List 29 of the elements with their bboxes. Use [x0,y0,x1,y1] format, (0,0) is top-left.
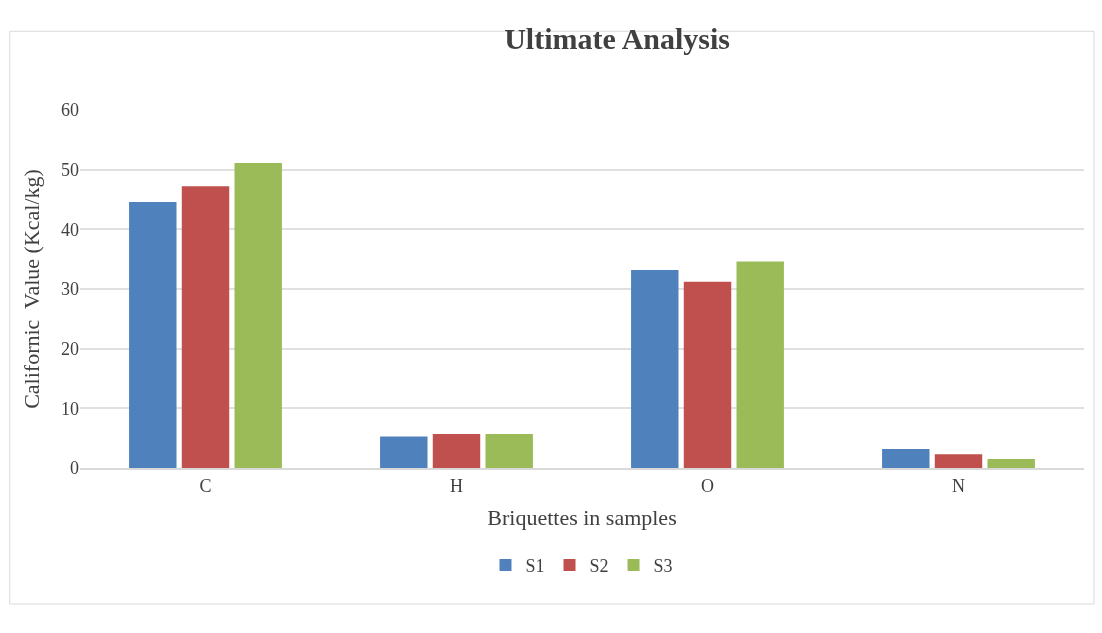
x-tick-label: N [952,475,965,496]
x-axis-title: Briquettes in samples [487,505,677,530]
y-tick-label: 10 [61,398,79,419]
x-tick-label: C [199,475,212,496]
y-axis-title: Californic Value (Kcal/kg) [18,169,44,409]
y-tick-label: 0 [70,458,79,479]
y-tick-label: 60 [61,100,79,121]
bar [129,201,177,468]
y-tick-label: 40 [61,219,79,240]
bar [882,448,930,468]
legend-label: S2 [589,555,609,576]
x-tick-label: O [701,475,714,496]
chart-title: Ultimate Analysis [504,22,731,56]
y-tick-label: 50 [61,159,79,180]
legend-label: S1 [525,555,545,576]
bar [934,454,983,468]
bar [631,269,679,468]
bar [432,433,481,468]
bar [987,459,1035,468]
bar [485,433,533,468]
bar [181,186,230,468]
y-tick-label: 20 [61,338,79,359]
legend-label: S3 [653,555,673,576]
bar [736,261,784,468]
x-tick-label: H [450,475,463,496]
bar [234,163,282,468]
y-tick-label: 30 [61,279,79,300]
bar [683,281,732,468]
bar [380,436,428,468]
